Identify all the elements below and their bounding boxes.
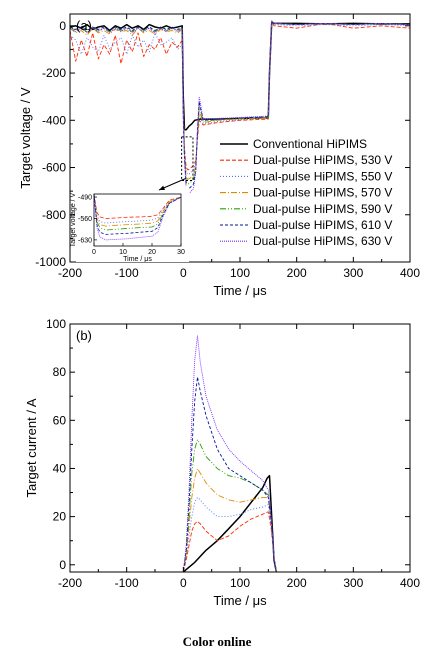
legend-entry-6: Dual-pulse HiPIMS, 630 V [253, 234, 392, 248]
inset-y-tick-label: -490 [78, 195, 92, 202]
panel-a: -200 -100 0 100 200 300 400-1000-800-600-400-2… [18, 13, 420, 298]
y-tick-label: 80 [53, 365, 67, 379]
series-line-2 [70, 20, 410, 176]
inset-x-axis-label: Time / μs [123, 256, 152, 263]
inset-series-line-4 [93, 193, 182, 235]
zoom-arrow-head [159, 185, 165, 190]
x-tick-label: 300 [343, 266, 363, 280]
y-tick-label: 0 [59, 558, 66, 572]
y-axis-label: Target voltage / V [18, 87, 33, 188]
legend: Conventional HiPIMS Dual-pulse HiPIMS, 53… [220, 137, 392, 248]
y-axis-label: Target current / A [24, 398, 39, 497]
x-tick-label: -200 [58, 576, 82, 590]
inset-series-line-0 [93, 193, 182, 219]
y-tick-label: 0 [59, 19, 66, 33]
zoom-region-box [181, 136, 194, 182]
y-tick-label: -1000 [35, 255, 66, 269]
series-line-3 [182, 468, 277, 572]
x-tick-label: 0 [180, 266, 187, 280]
series-group [181, 335, 278, 572]
legend-entry-1: Dual-pulse HiPIMS, 530 V [253, 153, 392, 167]
y-tick-label: -400 [42, 113, 66, 127]
x-tick-label: -100 [115, 576, 139, 590]
legend-entry-0: Conventional HiPIMS [253, 137, 367, 151]
inset-y-axis-label: Target voltage / V [70, 192, 77, 247]
series-line-6 [182, 335, 277, 572]
legend-entry-5: Dual-pulse HiPIMS, 610 V [253, 218, 392, 232]
series-line-4 [70, 20, 410, 185]
inset-frame [93, 193, 182, 247]
x-tick-label: -100 [115, 266, 139, 280]
inset-y-tick-label: -560 [78, 216, 92, 223]
x-tick-label: -200 [58, 266, 82, 280]
y-tick-label: 100 [46, 317, 66, 331]
y-tick-label: -800 [42, 208, 66, 222]
x-tick-label: 100 [230, 576, 250, 590]
y-tick-label: -200 [42, 66, 66, 80]
x-tick-label: 0 [180, 576, 187, 590]
inset: 0 10 20 30 -490 -560 -630 Time / μs Target volta… [70, 186, 189, 263]
inset-x-tick-label: 20 [148, 249, 156, 256]
series-line-1 [182, 511, 277, 572]
plot-frame [69, 323, 411, 573]
y-tick-label: -600 [42, 161, 66, 175]
series-group [70, 20, 410, 194]
y-tick-label: 60 [53, 413, 67, 427]
series-line-4 [182, 439, 277, 572]
series-line-5 [182, 376, 277, 572]
inset-y-tick-label: -630 [78, 237, 92, 244]
legend-entry-3: Dual-pulse HiPIMS, 570 V [253, 186, 392, 200]
legend-entry-4: Dual-pulse HiPIMS, 590 V [253, 202, 392, 216]
series-line-0 [181, 474, 278, 572]
x-tick-label: 300 [343, 576, 363, 590]
x-axis-label: Time / μs [213, 593, 267, 608]
x-tick-label: 200 [287, 266, 307, 280]
x-axis-label: Time / μs [213, 283, 267, 298]
inset-series-line-1 [93, 193, 182, 224]
inset-series-line-2 [93, 193, 182, 227]
inset-x-tick-label: 10 [119, 249, 127, 256]
y-tick-label: 40 [53, 461, 67, 475]
panel-label: (a) [76, 18, 92, 33]
y-tick-label: 20 [53, 510, 67, 524]
x-tick-label: 200 [287, 576, 307, 590]
inset-x-tick-label: 0 [92, 249, 96, 256]
panel-b: -200 -100 0 100 200 300 400 0 20 40 60 80 100 Time / … [24, 317, 420, 608]
x-tick-label: 100 [230, 266, 250, 280]
x-tick-label: 400 [400, 266, 420, 280]
series-line-6 [70, 20, 410, 194]
inset-series-line-3 [93, 193, 182, 231]
inset-x-tick-label: 30 [177, 249, 185, 256]
panel-label: (b) [76, 328, 92, 343]
figure-caption: Color online [182, 634, 252, 649]
legend-entry-2: Dual-pulse HiPIMS, 550 V [253, 169, 392, 183]
x-tick-label: 400 [400, 576, 420, 590]
series-line-2 [182, 496, 277, 572]
